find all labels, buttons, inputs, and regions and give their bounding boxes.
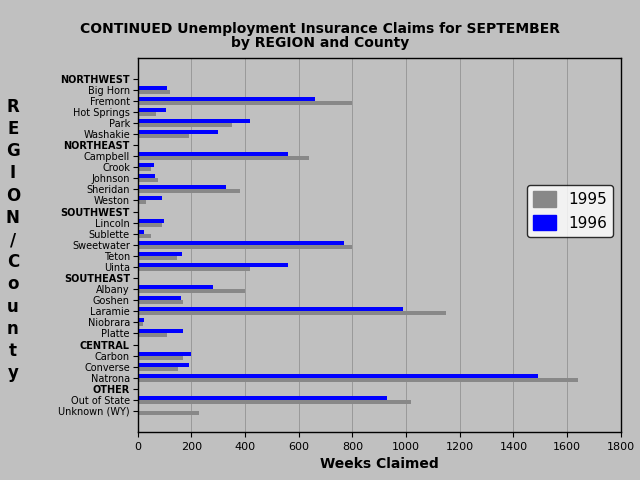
Bar [138, 179, 157, 182]
Bar [138, 156, 309, 160]
Bar [138, 101, 353, 105]
Bar [138, 130, 218, 134]
Text: CONTINUED Unemployment Insurance Claims for SEPTEMBER: CONTINUED Unemployment Insurance Claims … [80, 22, 560, 36]
Bar [138, 86, 167, 90]
Text: by REGION and County: by REGION and County [231, 36, 409, 50]
Bar [138, 311, 446, 315]
Bar [138, 367, 178, 371]
Bar [138, 196, 162, 201]
Bar [138, 356, 183, 360]
Bar [138, 134, 189, 138]
Text: R
E
G
I
O
N
/
C
o
u
n
t
y: R E G I O N / C o u n t y [6, 98, 20, 382]
Bar [138, 374, 538, 378]
Bar [138, 400, 412, 404]
Bar [138, 185, 226, 190]
Bar [138, 90, 170, 94]
Bar [138, 352, 191, 356]
Bar [138, 119, 250, 123]
Bar [138, 230, 144, 234]
Bar [138, 300, 183, 304]
Bar [138, 363, 189, 367]
Bar [138, 201, 146, 204]
Bar [138, 163, 154, 167]
Bar [138, 411, 199, 415]
Bar [138, 307, 403, 311]
Bar [138, 234, 151, 238]
Bar [138, 241, 344, 245]
Bar [138, 190, 239, 193]
Bar [138, 108, 166, 112]
Bar [138, 267, 250, 271]
Bar [138, 174, 155, 179]
Bar [138, 396, 387, 400]
Bar [138, 167, 151, 171]
Bar [138, 123, 232, 127]
Bar [138, 256, 177, 260]
Bar [138, 219, 164, 223]
Bar [138, 289, 245, 293]
Bar [138, 296, 180, 300]
Legend: 1995, 1996: 1995, 1996 [527, 185, 613, 237]
Bar [138, 285, 212, 289]
X-axis label: Weeks Claimed: Weeks Claimed [320, 457, 438, 471]
Bar [138, 245, 353, 249]
Bar [138, 112, 156, 116]
Bar [138, 263, 288, 267]
Bar [138, 223, 162, 227]
Bar [138, 252, 182, 256]
Bar [138, 97, 315, 101]
Bar [138, 318, 144, 323]
Bar [138, 378, 578, 382]
Bar [138, 334, 167, 337]
Bar [138, 152, 288, 156]
Bar [138, 323, 143, 326]
Bar [138, 329, 183, 334]
